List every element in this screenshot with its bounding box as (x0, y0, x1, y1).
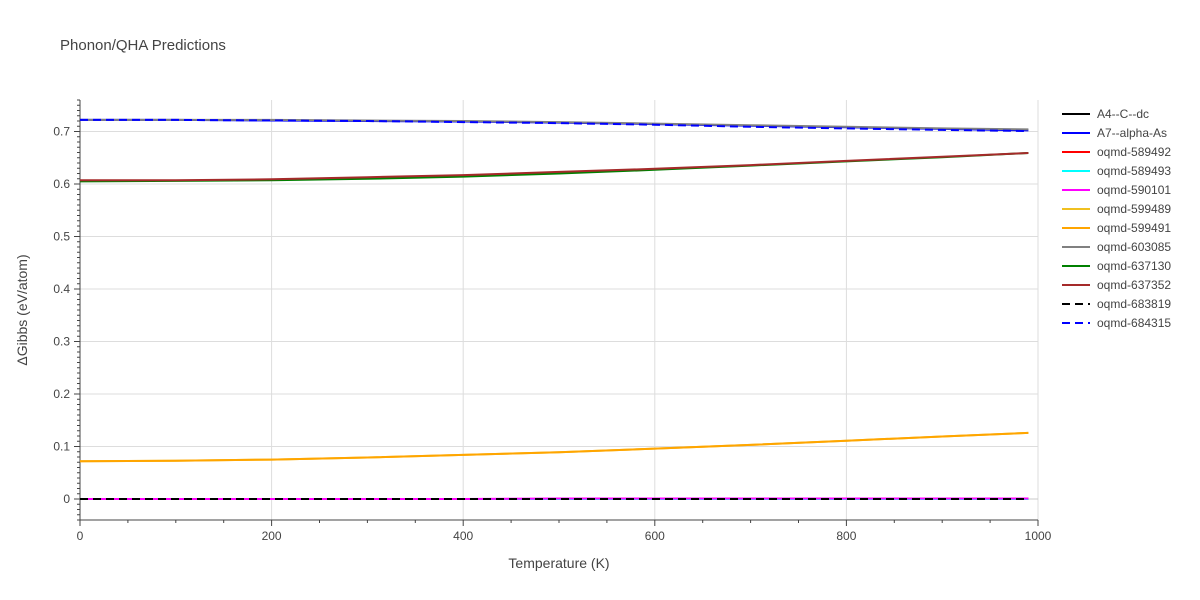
legend-label: oqmd-637130 (1097, 259, 1171, 273)
x-tick-label: 0 (77, 529, 84, 543)
x-tick-label: 600 (645, 529, 665, 543)
x-axis-title: Temperature (K) (508, 555, 609, 571)
legend-label: A4--C--dc (1097, 107, 1149, 121)
y-tick-label: 0.7 (53, 125, 70, 139)
x-tick-label: 200 (262, 529, 282, 543)
legend-label: A7--alpha-As (1097, 126, 1167, 140)
legend-label: oqmd-683819 (1097, 297, 1171, 311)
axes (74, 99, 1039, 526)
series-line-oqmd-599491 (79, 431, 1029, 463)
y-tick-labels: 0 0.1 0.2 0.3 0.4 0.5 0.6 0.7 (53, 125, 70, 507)
legend-label: oqmd-603085 (1097, 240, 1171, 254)
legend-label: oqmd-590101 (1097, 183, 1171, 197)
legend-label: oqmd-589492 (1097, 145, 1171, 159)
y-tick-label: 0 (63, 492, 70, 506)
series-line-oqmd-637352 (80, 152, 1029, 182)
y-axis-title: ΔGibbs (eV/atom) (14, 254, 30, 365)
x-tick-labels: 0 200 400 600 800 1000 (77, 529, 1052, 543)
series-line-oqmd-684315 (80, 118, 1029, 132)
x-tick-label: 800 (836, 529, 856, 543)
x-tick-label: 400 (453, 529, 473, 543)
legend-label: oqmd-589493 (1097, 164, 1171, 178)
y-tick-label: 0.1 (53, 440, 70, 454)
y-tick-label: 0.6 (53, 177, 70, 191)
y-tick-label: 0.2 (53, 387, 70, 401)
legend-label: oqmd-637352 (1097, 278, 1171, 292)
chart-title: Phonon/QHA Predictions (60, 37, 226, 54)
legend-label: oqmd-599489 (1097, 202, 1171, 216)
x-tick-label: 1000 (1025, 529, 1052, 543)
legend: A4--C--dc A7--alpha-As oqmd-589492 oqmd-589… (1062, 107, 1171, 330)
y-tick-label: 0.4 (53, 282, 70, 296)
legend-label: oqmd-684315 (1097, 316, 1171, 330)
y-tick-label: 0.5 (53, 230, 70, 244)
y-tick-label: 0.3 (53, 335, 70, 349)
series-layer (79, 118, 1029, 500)
legend-label: oqmd-599491 (1097, 221, 1171, 235)
